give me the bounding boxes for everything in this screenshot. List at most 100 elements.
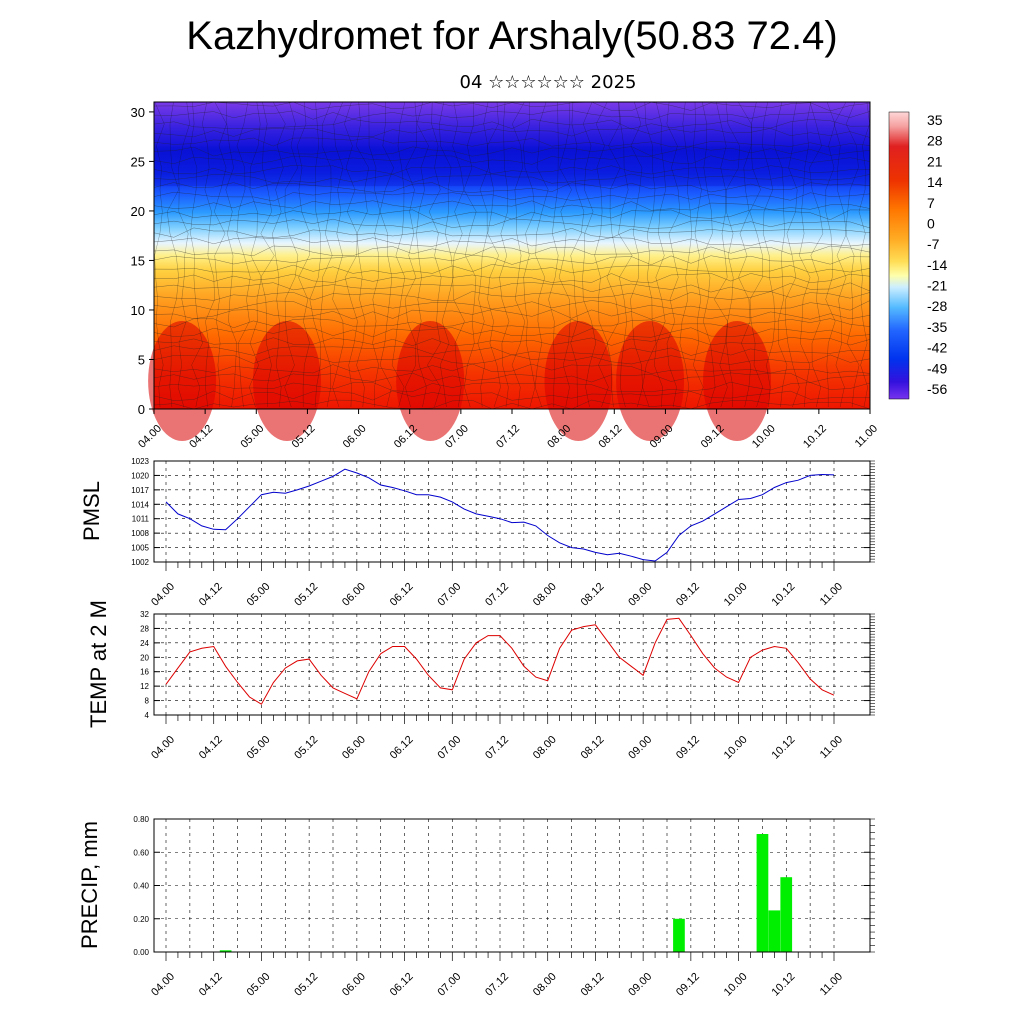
x-tick-label: 05.12 bbox=[292, 734, 320, 762]
x-tick-label: 04.00 bbox=[149, 971, 177, 999]
heatmap-y-tick-label: 10 bbox=[131, 303, 145, 318]
y-tick-label: 1008 bbox=[131, 529, 149, 538]
y-tick-label: 0.60 bbox=[133, 848, 149, 857]
precip-bar bbox=[780, 877, 793, 952]
colorbar-label: -56 bbox=[927, 381, 947, 397]
x-tick-label: 08.00 bbox=[531, 971, 559, 999]
x-tick-label: 09.00 bbox=[626, 734, 654, 762]
heatmap-y-tick-label: 0 bbox=[138, 402, 145, 417]
x-tick-label: 08.12 bbox=[579, 734, 607, 762]
y-tick-label: 28 bbox=[140, 624, 149, 633]
heatmap-x-axis: 04.00 04.12 05.00 05.12 06.00 06.12 07.00 07.12… bbox=[136, 409, 880, 451]
heatmap-y-tick-label: 5 bbox=[138, 352, 145, 367]
pmsl-grid bbox=[154, 460, 870, 563]
x-tick-label: 10.00 bbox=[722, 734, 750, 762]
precip-bar bbox=[768, 910, 781, 952]
y-tick-label: 0.00 bbox=[133, 948, 149, 957]
precip-bar bbox=[673, 918, 685, 953]
x-tick-label: 05.00 bbox=[245, 734, 273, 762]
x-tick-label: 05.00 bbox=[245, 971, 273, 999]
heatmap-x-tick-label: 11.00 bbox=[853, 423, 880, 450]
pmsl-x-axis: 04.00 04.12 05.00 05.12 06.00 06.12 07.00 07.12… bbox=[149, 562, 845, 609]
warm-core bbox=[252, 321, 321, 441]
precip-y-label: PRECIP, mm bbox=[77, 821, 102, 949]
x-tick-label: 07.00 bbox=[435, 581, 463, 609]
colorbar-label: 35 bbox=[927, 112, 943, 128]
heatmap-y-tick-label: 25 bbox=[131, 154, 145, 169]
y-tick-label: 1020 bbox=[131, 471, 149, 480]
colorbar-label: -42 bbox=[927, 340, 947, 356]
x-tick-label: 09.12 bbox=[674, 734, 702, 762]
x-tick-label: 09.12 bbox=[674, 581, 702, 609]
x-tick-label: 06.12 bbox=[388, 734, 416, 762]
y-tick-label: 1014 bbox=[131, 500, 149, 509]
x-tick-label: 04.12 bbox=[197, 581, 225, 609]
temp-series-line bbox=[165, 617, 835, 705]
y-tick-label: 12 bbox=[140, 682, 149, 691]
wind-barb-texture bbox=[154, 101, 870, 408]
x-tick-label: 06.00 bbox=[340, 971, 368, 999]
precip-bar bbox=[219, 950, 232, 952]
x-tick-label: 04.12 bbox=[197, 971, 225, 999]
colorbar-label: -35 bbox=[927, 319, 947, 335]
precip-panel: 0.00 0.20 0.40 0.60 0.80 04.00 04.12 05.00 05.1… bbox=[77, 815, 875, 999]
y-tick-label: 1011 bbox=[132, 515, 150, 524]
x-tick-label: 09.12 bbox=[674, 971, 702, 999]
temp-x-axis: 04.00 04.12 05.00 05.12 06.00 06.12 07.00 07.12… bbox=[149, 715, 845, 762]
precip-bar bbox=[756, 834, 769, 952]
x-tick-label: 07.12 bbox=[483, 734, 511, 762]
x-tick-label: 10.00 bbox=[722, 971, 750, 999]
warm-core bbox=[148, 321, 217, 441]
y-tick-label: 1002 bbox=[131, 558, 149, 567]
x-tick-label: 06.12 bbox=[388, 971, 416, 999]
colorbar-label: 14 bbox=[927, 174, 943, 190]
x-tick-label: 04.00 bbox=[149, 581, 177, 609]
colorbar-label: 7 bbox=[927, 195, 935, 211]
x-tick-label: 05.12 bbox=[292, 971, 320, 999]
y-tick-label: 1023 bbox=[131, 457, 149, 466]
precip-x-axis: 04.00 04.12 05.00 05.12 06.00 06.12 07.00 07.12… bbox=[149, 952, 845, 999]
heatmap-x-tick-label: 10.12 bbox=[801, 423, 829, 451]
colorbar-label: 21 bbox=[927, 153, 943, 169]
y-tick-label: 20 bbox=[140, 653, 149, 662]
x-tick-label: 08.12 bbox=[579, 971, 607, 999]
heatmap-x-tick-label: 06.00 bbox=[341, 423, 369, 451]
temp-grid bbox=[154, 613, 870, 716]
colorbar-label: -28 bbox=[927, 298, 947, 314]
precip-bars bbox=[219, 834, 793, 953]
temp-y-axis: 4 8 12 16 20 24 28 32 bbox=[140, 610, 875, 720]
colorbar-label: -21 bbox=[927, 278, 947, 294]
x-tick-label: 04.00 bbox=[149, 734, 177, 762]
x-tick-label: 06.00 bbox=[340, 581, 368, 609]
heatmap-x-tick-label: 08.12 bbox=[596, 423, 624, 451]
y-tick-label: 32 bbox=[140, 610, 149, 619]
colorbar: 35 28 21 14 7 0 -7 -14 -21 -28 -35 -42 -49 -56 bbox=[888, 111, 947, 400]
y-tick-label: 16 bbox=[140, 668, 149, 677]
y-tick-label: 0.80 bbox=[133, 815, 149, 824]
heatmap-y-axis: 0 5 10 15 20 25 30 bbox=[131, 105, 154, 417]
x-tick-label: 10.00 bbox=[722, 581, 750, 609]
pmsl-series-line bbox=[165, 468, 835, 562]
heatmap-warm-cores bbox=[148, 146, 870, 441]
y-tick-label: 24 bbox=[140, 639, 149, 648]
y-tick-label: 0.20 bbox=[133, 915, 149, 924]
x-tick-label: 08.00 bbox=[531, 581, 559, 609]
heatmap-x-tick-label: 05.00 bbox=[238, 423, 266, 451]
x-tick-label: 04.12 bbox=[197, 734, 225, 762]
x-tick-label: 05.00 bbox=[245, 581, 273, 609]
colorbar-label: -7 bbox=[927, 236, 940, 252]
y-tick-label: 1017 bbox=[131, 486, 149, 495]
heatmap-y-tick-label: 30 bbox=[131, 105, 145, 120]
heatmap-x-tick-label: 07.12 bbox=[494, 423, 522, 451]
y-tick-label: 4 bbox=[145, 711, 150, 720]
precip-y-axis: 0.00 0.20 0.40 0.60 0.80 bbox=[133, 815, 875, 957]
heatmap-wind-lines bbox=[153, 101, 871, 410]
y-tick-label: 0.40 bbox=[133, 882, 149, 891]
x-tick-label: 11.00 bbox=[818, 581, 845, 608]
colorbar-label: 28 bbox=[927, 133, 943, 149]
temp-y-label: TEMP at 2 M bbox=[86, 600, 111, 728]
chart-subtitle: 04 ☆☆☆☆☆☆ 2025 bbox=[459, 72, 637, 93]
x-tick-label: 11.00 bbox=[818, 971, 845, 998]
